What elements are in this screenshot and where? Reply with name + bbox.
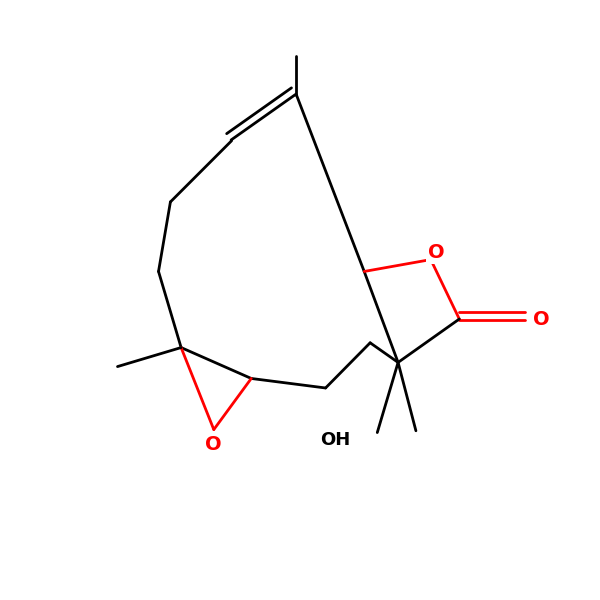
Text: OH: OH (320, 431, 351, 449)
Text: O: O (205, 435, 222, 454)
Text: O: O (428, 243, 445, 262)
Text: O: O (533, 310, 550, 329)
